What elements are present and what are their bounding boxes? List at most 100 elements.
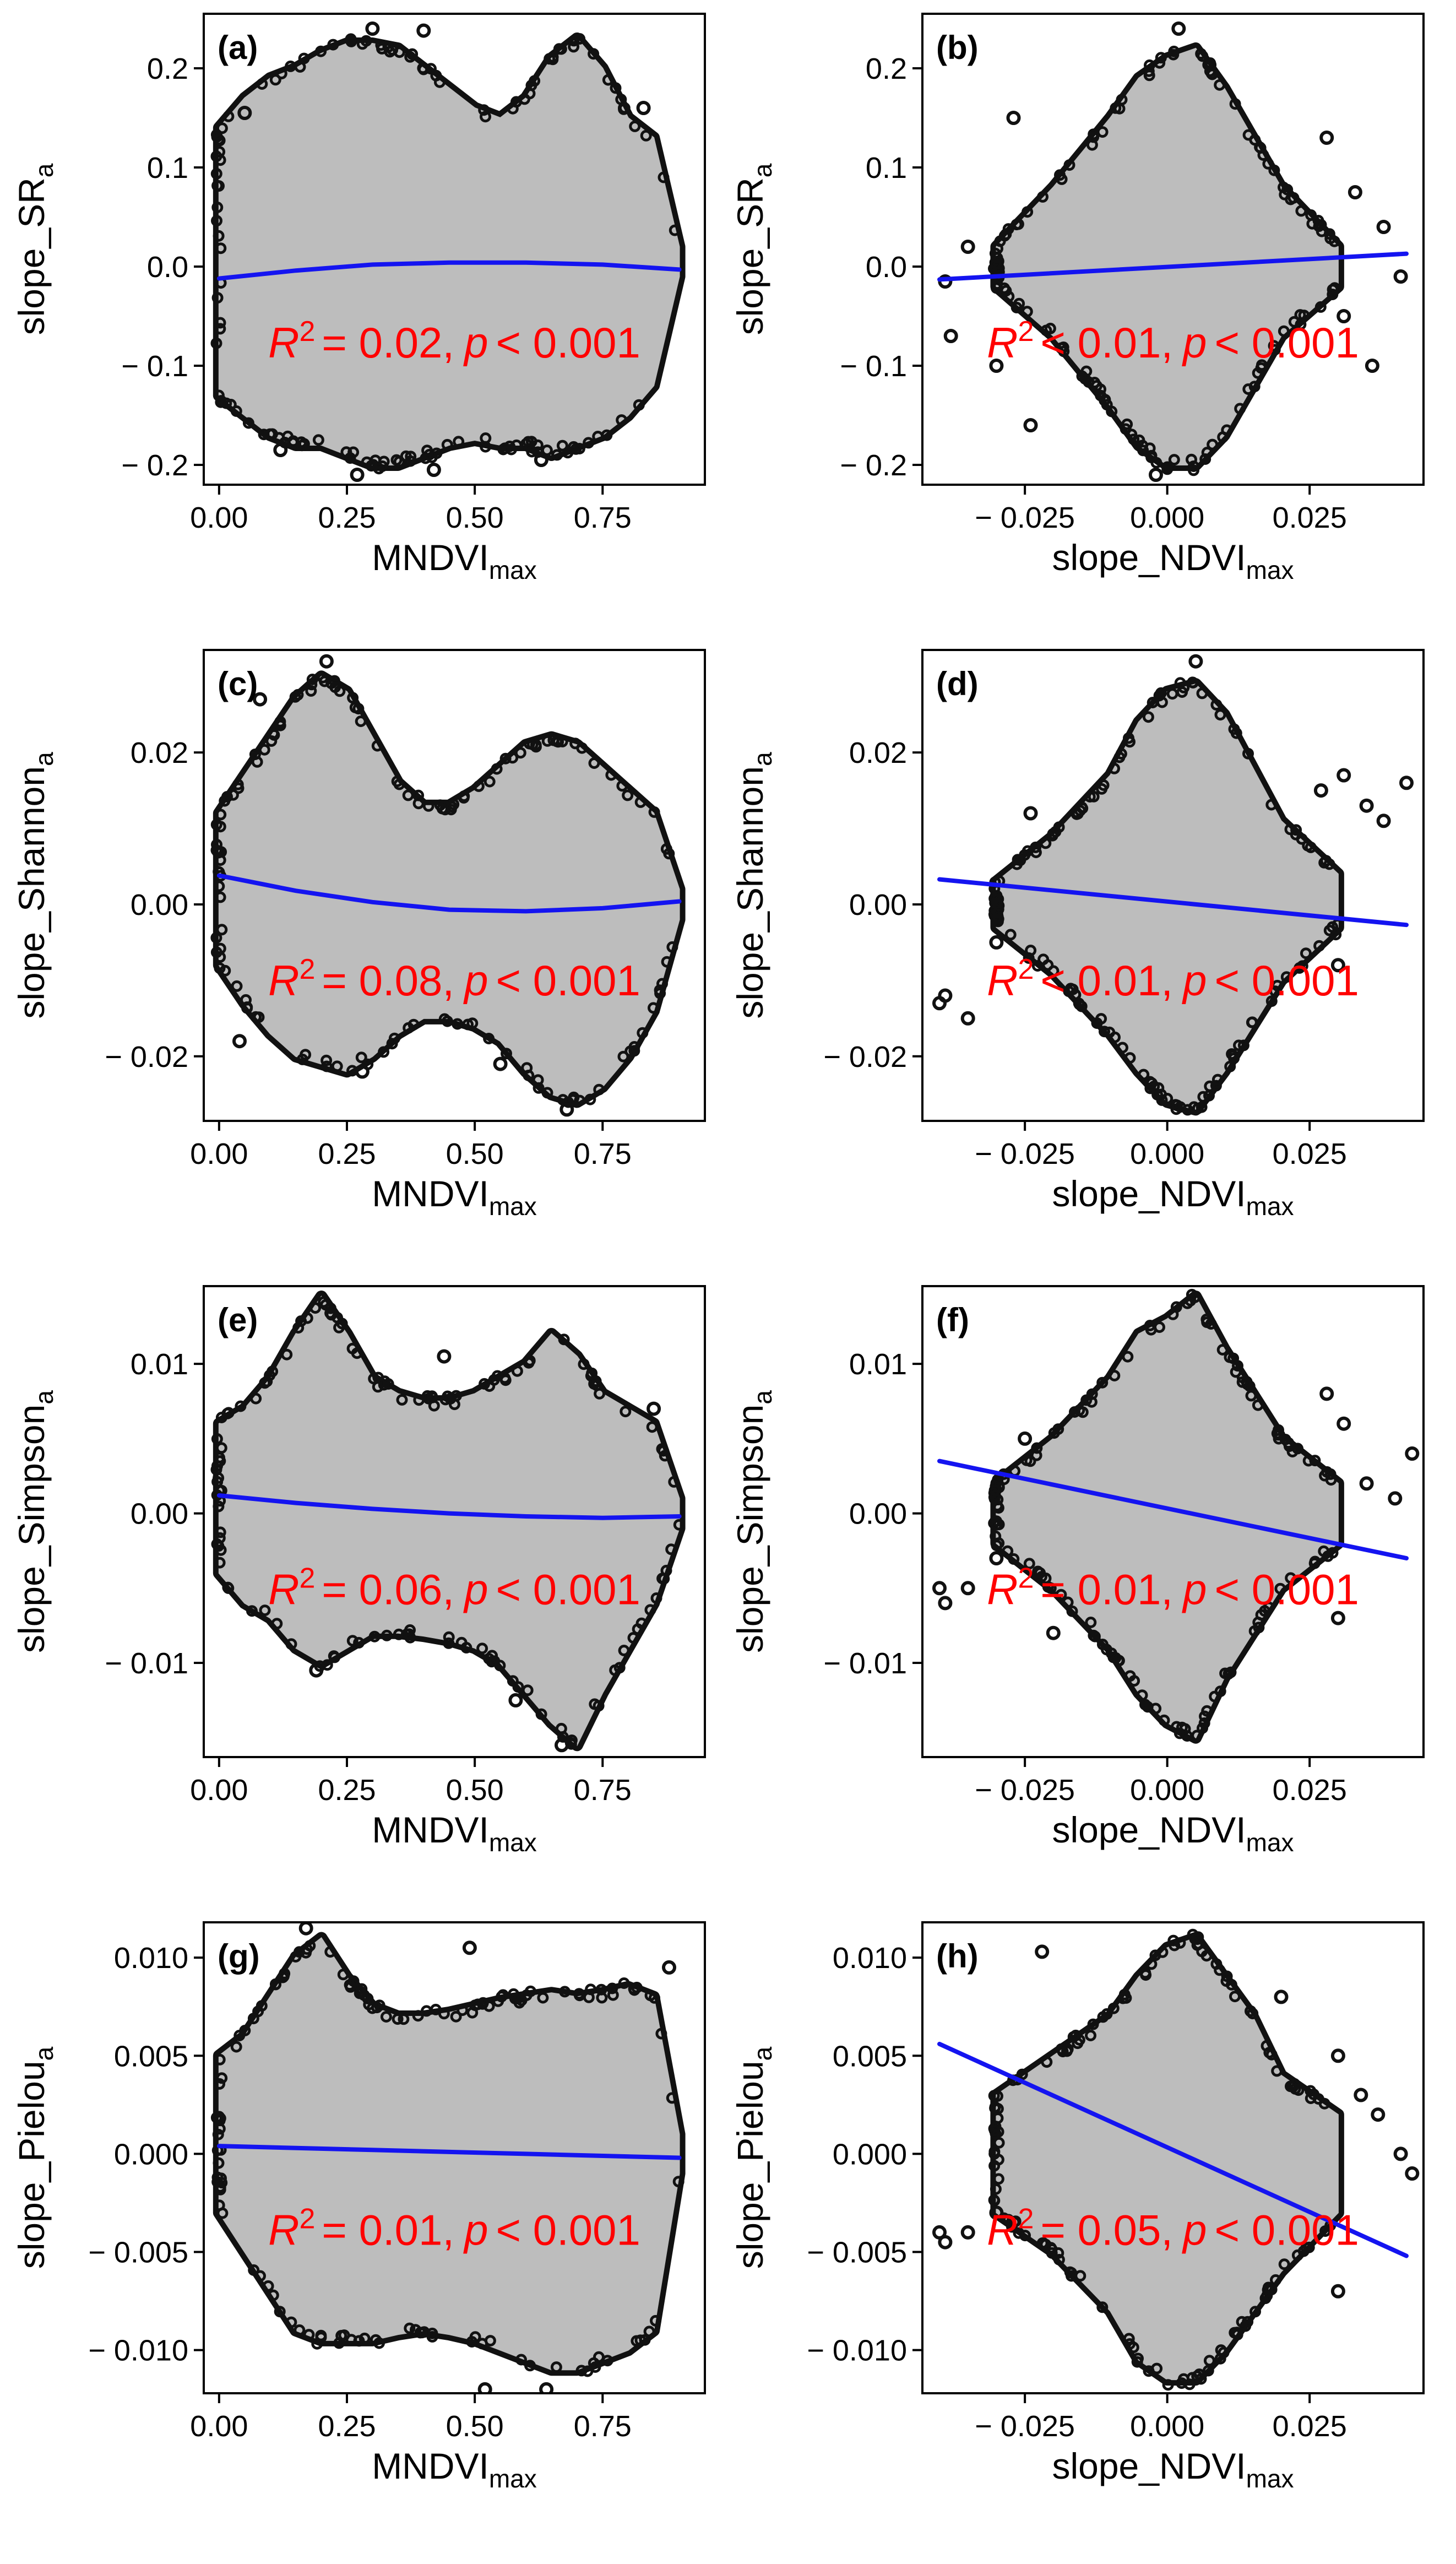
- data-point: [1234, 403, 1246, 415]
- y-tick-label: 0.005: [833, 2040, 907, 2073]
- data-point: [665, 1543, 677, 1555]
- data-point: [1219, 1667, 1231, 1679]
- data-point: [344, 452, 356, 464]
- data-point: [295, 1315, 307, 1327]
- cloud-fill: [218, 1295, 680, 1746]
- outlier-point: [1393, 269, 1408, 284]
- data-point: [659, 1450, 671, 1462]
- data-point: [210, 844, 222, 857]
- x-axis-label-main: slope_NDVI: [1052, 1809, 1246, 1850]
- data-point: [438, 2008, 450, 2020]
- x-tick-label: 0.00: [190, 1137, 248, 1170]
- data-point: [1012, 854, 1024, 866]
- y-tick-label: 0.2: [866, 52, 907, 85]
- x-axis-label-sub: max: [1246, 2464, 1294, 2493]
- edge-points: [210, 1296, 685, 1753]
- data-point: [426, 2330, 438, 2343]
- data-point: [515, 2354, 527, 2366]
- data-point: [264, 428, 276, 440]
- data-point: [628, 1041, 640, 1053]
- panel-c: 0.00 0.25 0.50 0.75 0.02 0.00 − 0.02 MNDVImax sl…: [11, 649, 706, 1221]
- data-point: [1319, 1470, 1331, 1482]
- data-point: [1145, 1958, 1158, 1970]
- outlier-point: [989, 359, 1004, 373]
- outlier-point: [960, 240, 975, 254]
- data-point: [650, 2314, 661, 2327]
- data-point: [1170, 1301, 1182, 1313]
- stat-r2-value: = 0.08,: [322, 956, 454, 1005]
- plot-frame: [203, 13, 706, 486]
- data-point: [267, 1365, 279, 1378]
- data-point: [1137, 445, 1149, 457]
- y-axis-label-main: slope_Pielou: [11, 2061, 52, 2269]
- data-point: [576, 742, 588, 754]
- edge-points: [210, 21, 681, 482]
- x-tick-label: 0.025: [1273, 1137, 1347, 1170]
- data-point: [1156, 1094, 1168, 1106]
- edge-points: [210, 654, 678, 1117]
- data-point: [479, 1378, 491, 1390]
- data-point: [421, 1390, 433, 1402]
- edge-points: [210, 1922, 684, 2393]
- data-point: [578, 1358, 590, 1370]
- data-point: [1211, 1074, 1224, 1086]
- data-point: [1096, 126, 1109, 138]
- plot-frame: [203, 1921, 706, 2394]
- data-point: [499, 752, 512, 765]
- outlier-point: [662, 1960, 676, 1975]
- data-point: [213, 389, 225, 402]
- data-point: [1168, 454, 1180, 466]
- x-tick-label: 0.025: [1273, 1774, 1347, 1807]
- data-point: [589, 2361, 601, 2373]
- data-point: [672, 2176, 684, 2188]
- outlier-point: [477, 2382, 492, 2393]
- data-point: [262, 2280, 274, 2292]
- data-point: [1198, 1717, 1210, 1729]
- data-point: [386, 1038, 398, 1050]
- data-point: [1003, 290, 1015, 302]
- data-point: [216, 924, 228, 936]
- data-point: [315, 45, 327, 57]
- outlier-point: [1274, 1990, 1289, 2004]
- y-tick-label: − 0.1: [121, 350, 188, 383]
- y-tick-label: 0.1: [866, 151, 907, 185]
- data-point: [574, 1094, 586, 1107]
- panel-label: (c): [218, 665, 258, 702]
- fit-line: [937, 1459, 1409, 1560]
- data-point: [1174, 677, 1186, 689]
- data-point: [1024, 1455, 1036, 1467]
- data-point: [1062, 1596, 1074, 1608]
- data-point: [1162, 2379, 1174, 2391]
- y-tick-label: 0.00: [849, 888, 907, 921]
- outlier-point: [1035, 1944, 1050, 1959]
- data-point: [1285, 1572, 1297, 1584]
- data-point: [1067, 2031, 1079, 2043]
- stat-annotation: R2 = 0.08, p < 0.001: [268, 953, 640, 1005]
- data-point: [455, 1636, 468, 1649]
- outlier-point: [355, 1064, 370, 1079]
- data-point: [1295, 205, 1307, 217]
- data-point: [320, 1054, 333, 1066]
- data-point: [537, 1992, 549, 2004]
- data-point: [214, 2053, 226, 2066]
- edge-points: [932, 654, 1414, 1116]
- panel-label: (e): [218, 1302, 258, 1338]
- data-point: [278, 1969, 290, 1981]
- outlier-point: [232, 1034, 247, 1049]
- data-point: [1008, 1553, 1020, 1565]
- data-point: [1305, 841, 1317, 853]
- data-point: [1146, 1077, 1158, 1089]
- outlier-point: [534, 453, 548, 467]
- data-point: [1121, 418, 1133, 430]
- data-point: [1294, 962, 1306, 974]
- data-point: [270, 1978, 281, 1991]
- data-point: [1295, 318, 1307, 330]
- x-tick-label: 0.025: [1273, 2410, 1347, 2443]
- data-point: [285, 2316, 297, 2328]
- x-axis-label-main: MNDVI: [372, 1173, 489, 1214]
- data-point: [1171, 1721, 1182, 1733]
- outlier-point: [555, 1738, 569, 1753]
- data-point: [267, 728, 279, 740]
- data-point: [1124, 1052, 1136, 1064]
- data-point: [1124, 1670, 1136, 1682]
